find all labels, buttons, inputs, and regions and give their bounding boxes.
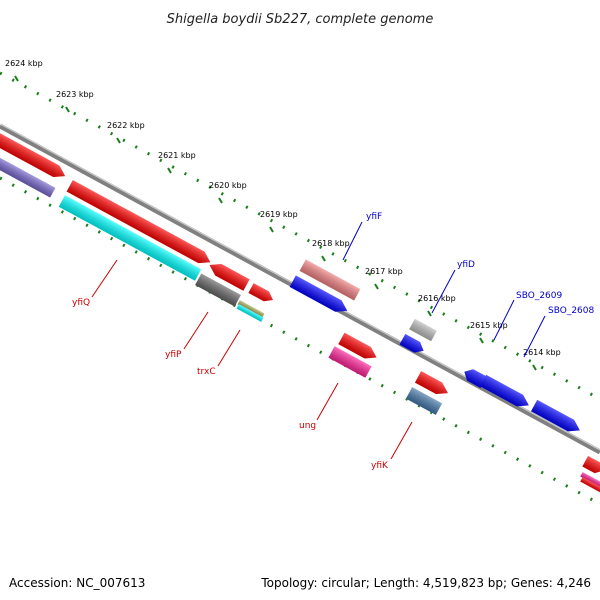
gene-shading bbox=[405, 387, 443, 415]
gene-shading bbox=[58, 195, 202, 281]
gene-shading bbox=[409, 318, 437, 342]
gene-arrow bbox=[464, 369, 487, 388]
tick-mark bbox=[65, 106, 70, 113]
tick-row-inner bbox=[0, 176, 600, 506]
tick-mark bbox=[321, 255, 326, 262]
gene-shading bbox=[464, 369, 487, 388]
gene-arrow bbox=[328, 346, 372, 378]
gene-shading bbox=[195, 273, 241, 307]
tick-label: 2622 kbp bbox=[107, 121, 145, 130]
map-title: Shigella boydii Sb227, complete genome bbox=[167, 12, 434, 27]
gene-arrow bbox=[405, 387, 443, 415]
gene-arrow bbox=[66, 180, 211, 264]
gene-arrow bbox=[236, 304, 264, 322]
tick-mark bbox=[116, 137, 121, 144]
gene-label: trxC bbox=[197, 367, 216, 377]
label-leader bbox=[91, 259, 118, 298]
gene-arrow bbox=[58, 195, 202, 281]
tick-label: 2619 kbp bbox=[260, 210, 298, 219]
gene-arrow bbox=[0, 132, 66, 178]
gene-arrow bbox=[195, 273, 241, 307]
label-leader bbox=[183, 311, 209, 350]
gene-arrow bbox=[480, 374, 529, 407]
gene-shading bbox=[414, 371, 448, 395]
topology-text: Topology: circular; Length: 4,519,823 bp… bbox=[261, 576, 591, 590]
tick-label: 2620 kbp bbox=[209, 181, 247, 190]
gene-shading bbox=[237, 300, 265, 318]
gene-arrow bbox=[299, 259, 361, 301]
gene-arrow bbox=[289, 275, 348, 312]
label-leader bbox=[316, 382, 339, 421]
gene-arrow bbox=[248, 283, 273, 302]
gene-shading bbox=[399, 333, 424, 353]
gene-shading bbox=[580, 477, 600, 493]
tick-mark bbox=[269, 226, 274, 233]
tick-label: 2616 kbp bbox=[418, 294, 456, 303]
tick-mark bbox=[374, 283, 379, 290]
gene-arrow bbox=[414, 371, 448, 395]
tick-row-outer bbox=[0, 71, 600, 401]
gene-label: yfiP bbox=[165, 350, 182, 360]
label-leader bbox=[523, 315, 546, 358]
tick-labels: 2624 kbp 2623 kbp 2622 kbp 2621 kbp 2620 kbp… bbox=[5, 59, 561, 371]
gene-shading bbox=[338, 332, 377, 359]
label-leader bbox=[342, 221, 363, 261]
gene-shading bbox=[328, 346, 372, 378]
gene-arrow bbox=[237, 300, 265, 318]
gene-arrow bbox=[338, 332, 377, 359]
gene-labels: yfiF yfiD SBO_2609 SBO_2608 yfiQ yfiP trxC ung y… bbox=[72, 212, 594, 471]
gene-label: SBO_2609 bbox=[516, 291, 562, 301]
tick-label: 2623 kbp bbox=[56, 90, 94, 99]
gene-shading bbox=[582, 455, 600, 474]
tick-mark bbox=[479, 337, 484, 344]
gene-label: SBO_2608 bbox=[548, 306, 594, 316]
gene-arrow bbox=[582, 455, 600, 474]
tick-mark bbox=[427, 310, 432, 317]
genes bbox=[0, 132, 600, 493]
gene-label: yfiF bbox=[366, 212, 382, 222]
gene-shading bbox=[248, 283, 273, 302]
tick-mark bbox=[167, 167, 172, 174]
gene-arrow bbox=[0, 154, 56, 198]
gene-label: yfiQ bbox=[72, 298, 90, 308]
tick-mark bbox=[218, 197, 223, 204]
gene-arrow bbox=[209, 264, 250, 291]
label-leader bbox=[493, 299, 515, 341]
tick-mark bbox=[532, 364, 537, 371]
gene-label: ung bbox=[299, 421, 316, 431]
gene-shading bbox=[0, 132, 66, 178]
gene-shading bbox=[209, 264, 250, 291]
gene-arrow bbox=[580, 477, 600, 493]
gene-shading bbox=[66, 180, 211, 264]
gene-shading bbox=[480, 374, 529, 407]
gene-arrow bbox=[580, 472, 600, 488]
gene-shading bbox=[289, 275, 348, 312]
tick-label: 2615 kbp bbox=[470, 321, 508, 330]
label-leader bbox=[217, 329, 241, 367]
tick-label: 2614 kbp bbox=[523, 348, 561, 357]
label-leader bbox=[431, 269, 456, 314]
gene-shading bbox=[531, 399, 580, 432]
gene-arrow bbox=[531, 399, 580, 432]
gene-shading bbox=[580, 472, 600, 488]
tick-label: 2621 kbp bbox=[158, 151, 196, 160]
gene-label: yfiD bbox=[457, 260, 475, 270]
label-leader bbox=[390, 421, 413, 460]
gene-arrow bbox=[409, 318, 437, 342]
gene-label: yfiK bbox=[371, 461, 389, 471]
tick-label: 2618 kbp bbox=[312, 239, 350, 248]
tick-label: 2617 kbp bbox=[365, 267, 403, 276]
gene-shading bbox=[236, 304, 264, 322]
gene-arrow bbox=[399, 333, 424, 353]
tick-label: 2624 kbp bbox=[5, 59, 43, 68]
gene-shading bbox=[0, 154, 56, 198]
gene-shading bbox=[299, 259, 361, 301]
tick-mark bbox=[14, 75, 19, 82]
accession-text: Accession: NC_007613 bbox=[9, 576, 146, 590]
